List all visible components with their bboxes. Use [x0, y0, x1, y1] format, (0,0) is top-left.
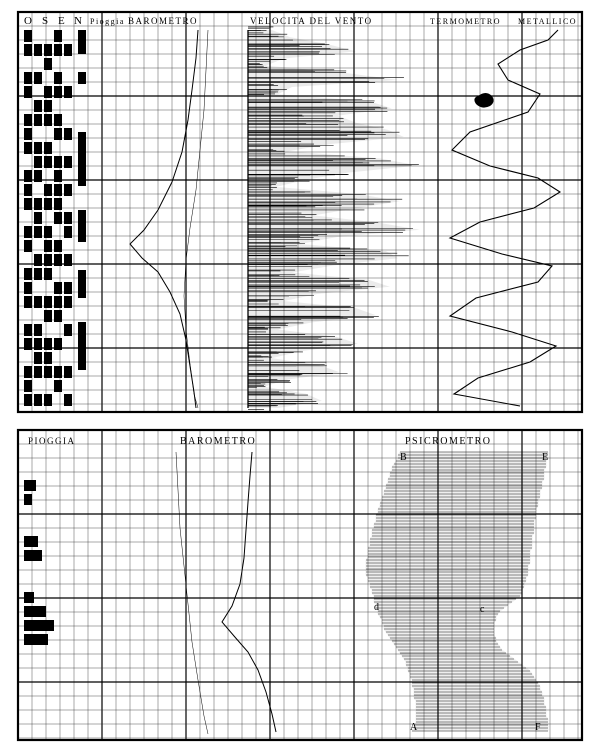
svg-text:O: O [24, 15, 33, 27]
svg-text:Pioggia: Pioggia [90, 17, 125, 26]
svg-text:METALLICO: METALLICO [518, 17, 577, 26]
svg-text:TERMOMETRO: TERMOMETRO [430, 17, 501, 26]
svg-text:BAROMETRO: BAROMETRO [180, 436, 256, 447]
svg-text:PSICROMETRO: PSICROMETRO [405, 436, 492, 447]
meteorograph-sheet: OSENPioggiaBAROMETROVELOCITA DEL VENTOTE… [0, 0, 600, 755]
svg-text:E: E [58, 15, 66, 27]
svg-text:PIOGGIA: PIOGGIA [28, 436, 76, 446]
labels-top: OSEN PioggiaBAROMETRO VELOCITA DEL VENTO TE… [24, 15, 577, 27]
svg-text:VELOCITA DEL VENTO: VELOCITA DEL VENTO [250, 16, 373, 26]
svg-text:N: N [74, 15, 83, 27]
svg-text:S: S [42, 15, 50, 27]
svg-text:BAROMETRO: BAROMETRO [128, 16, 198, 26]
